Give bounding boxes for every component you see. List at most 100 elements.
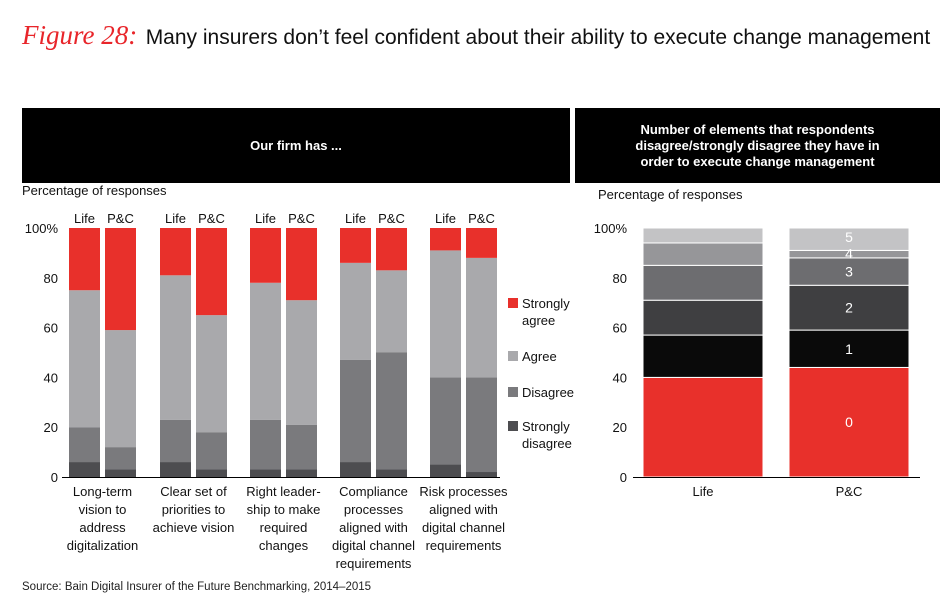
legend-label-disagree: Disagree xyxy=(522,385,574,400)
bar-segment-strongly-agree xyxy=(286,228,317,301)
category-label: aligned with xyxy=(339,520,408,535)
category-label: requirements xyxy=(336,556,412,571)
segment-label-3: 3 xyxy=(845,264,853,280)
category-label: ship to make xyxy=(247,502,321,517)
bar-segment-strongly-agree xyxy=(105,228,136,331)
legend-label-strongly-disagree: disagree xyxy=(522,436,572,451)
legend-label-strongly-agree: Strongly xyxy=(522,296,570,311)
bar-label-pc: P&C xyxy=(378,211,405,226)
left-y-tick: 0 xyxy=(51,470,58,485)
figure-title: Figure 28: Many insurers don’t feel conf… xyxy=(22,20,930,51)
category-label: digitalization xyxy=(67,538,139,553)
bar-segment-disagree xyxy=(160,419,191,463)
bar-segment-3 xyxy=(788,257,910,286)
bar-segment-3 xyxy=(642,264,764,301)
legend-swatch-strongly-agree xyxy=(508,298,518,308)
bar-segment-agree xyxy=(340,262,371,360)
figure-title-text: Many insurers don’t feel confident about… xyxy=(145,26,931,49)
bar-label-pc: P&C xyxy=(288,211,315,226)
bar-segment-disagree xyxy=(286,424,317,470)
right-y-tick: 0 xyxy=(620,470,627,485)
bar-segment-strongly-disagree xyxy=(430,464,461,477)
legend-swatch-agree xyxy=(508,351,518,361)
bar-segment-strongly-disagree xyxy=(340,462,371,477)
left-y-axis-label: Percentage of responses xyxy=(22,183,167,198)
bar-segment-strongly-disagree xyxy=(105,469,136,477)
category-label: address xyxy=(79,520,126,535)
bar-segment-agree xyxy=(69,290,100,428)
bar-segment-1 xyxy=(788,329,910,368)
bar-segment-agree xyxy=(286,300,317,425)
bar-segment-agree xyxy=(376,270,407,353)
bar-segment-4 xyxy=(642,242,764,266)
bar-label-pc: P&C xyxy=(107,211,134,226)
bar-segment-strongly-disagree xyxy=(376,469,407,477)
bar-segment-2 xyxy=(642,299,764,336)
legend-swatch-disagree xyxy=(508,387,518,397)
segment-label-0: 0 xyxy=(845,414,853,430)
segment-label-2: 2 xyxy=(845,300,853,316)
bar-segment-strongly-agree xyxy=(160,228,191,276)
right-panel-header: Number of elements that respondents disa… xyxy=(575,108,940,183)
left-y-tick: 40 xyxy=(44,370,58,385)
bar-segment-agree xyxy=(430,250,461,378)
category-label: Long-term xyxy=(73,484,132,499)
right-y-tick: 60 xyxy=(613,321,627,336)
category-label: aligned with xyxy=(429,502,498,517)
category-label: digital channel xyxy=(332,538,415,553)
bar-segment-strongly-disagree xyxy=(286,469,317,477)
x-label-life: Life xyxy=(693,484,714,499)
bar-segment-disagree xyxy=(376,352,407,470)
category-label: changes xyxy=(259,538,309,553)
bar-segment-strongly-disagree xyxy=(466,472,497,477)
bar-label-life: Life xyxy=(165,211,186,226)
category-label: Right leader- xyxy=(246,484,320,499)
bar-segment-disagree xyxy=(105,447,136,470)
left-y-tick: 60 xyxy=(44,321,58,336)
right-y-tick: 20 xyxy=(613,420,627,435)
segment-label-1: 1 xyxy=(845,341,853,357)
bar-label-life: Life xyxy=(435,211,456,226)
bar-segment-agree xyxy=(160,275,191,420)
bar-label-life: Life xyxy=(74,211,95,226)
category-label: digital channel xyxy=(422,520,505,535)
bar-segment-disagree xyxy=(340,359,371,463)
bar-segment-strongly-disagree xyxy=(69,462,100,477)
bar-segment-disagree xyxy=(250,419,281,470)
bar-segment-strongly-disagree xyxy=(160,462,191,477)
category-label: Risk processes xyxy=(419,484,508,499)
bar-segment-strongly-disagree xyxy=(250,469,281,477)
right-y-tick: 40 xyxy=(613,370,627,385)
figure-label: Figure 28: xyxy=(22,20,138,50)
bar-segment-0 xyxy=(642,376,764,478)
segment-label-4: 4 xyxy=(845,245,853,261)
bar-label-pc: P&C xyxy=(198,211,225,226)
source-note: Source: Bain Digital Insurer of the Futu… xyxy=(22,581,372,593)
legend-label-agree: Agree xyxy=(522,349,557,364)
bar-segment-agree xyxy=(466,257,497,378)
bar-segment-5 xyxy=(788,227,910,251)
right-y-tick: 80 xyxy=(613,271,627,286)
left-y-tick: 100% xyxy=(25,221,59,236)
category-label: required xyxy=(260,520,308,535)
bar-segment-disagree xyxy=(430,377,461,465)
bar-segment-strongly-agree xyxy=(196,228,227,316)
bar-segment-5 xyxy=(642,227,764,244)
bar-segment-0 xyxy=(788,366,910,478)
bar-segment-strongly-agree xyxy=(376,228,407,271)
category-label: requirements xyxy=(426,538,502,553)
bar-segment-agree xyxy=(105,330,136,448)
left-y-tick: 20 xyxy=(44,420,58,435)
bar-segment-disagree xyxy=(196,432,227,470)
bar-segment-disagree xyxy=(466,377,497,473)
bar-segment-strongly-agree xyxy=(466,228,497,258)
right-panel-header-text: Number of elements that respondents disa… xyxy=(635,121,880,169)
category-label: achieve vision xyxy=(153,520,235,535)
bar-label-life: Life xyxy=(345,211,366,226)
x-label-pc: P&C xyxy=(836,484,863,499)
bar-segment-agree xyxy=(250,282,281,420)
category-label: vision to xyxy=(79,502,127,517)
category-label: Compliance xyxy=(339,484,408,499)
category-label: priorities to xyxy=(162,502,226,517)
